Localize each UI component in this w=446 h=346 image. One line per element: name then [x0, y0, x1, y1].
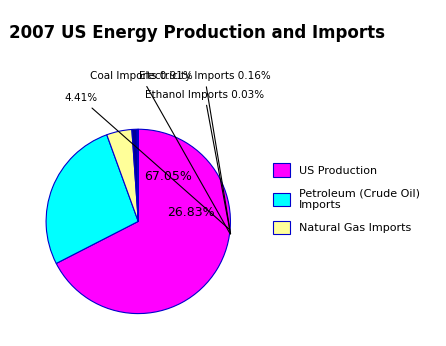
Text: 26.83%: 26.83% [167, 206, 215, 219]
Wedge shape [46, 135, 138, 263]
Wedge shape [132, 129, 138, 221]
Wedge shape [107, 129, 138, 221]
Legend: US Production, Petroleum (Crude Oil)
Imports, Natural Gas Imports: US Production, Petroleum (Crude Oil) Imp… [273, 163, 420, 235]
Wedge shape [137, 129, 138, 221]
Text: Electricity Imports 0.16%: Electricity Imports 0.16% [139, 71, 271, 234]
Wedge shape [56, 129, 231, 313]
Text: 4.41%: 4.41% [65, 93, 230, 229]
Text: Ethanol Imports 0.03%: Ethanol Imports 0.03% [145, 90, 264, 234]
Text: 67.05%: 67.05% [144, 170, 192, 183]
Text: 2007 US Energy Production and Imports: 2007 US Energy Production and Imports [9, 24, 385, 42]
Text: Coal Imports 0.91%: Coal Imports 0.91% [90, 71, 230, 233]
